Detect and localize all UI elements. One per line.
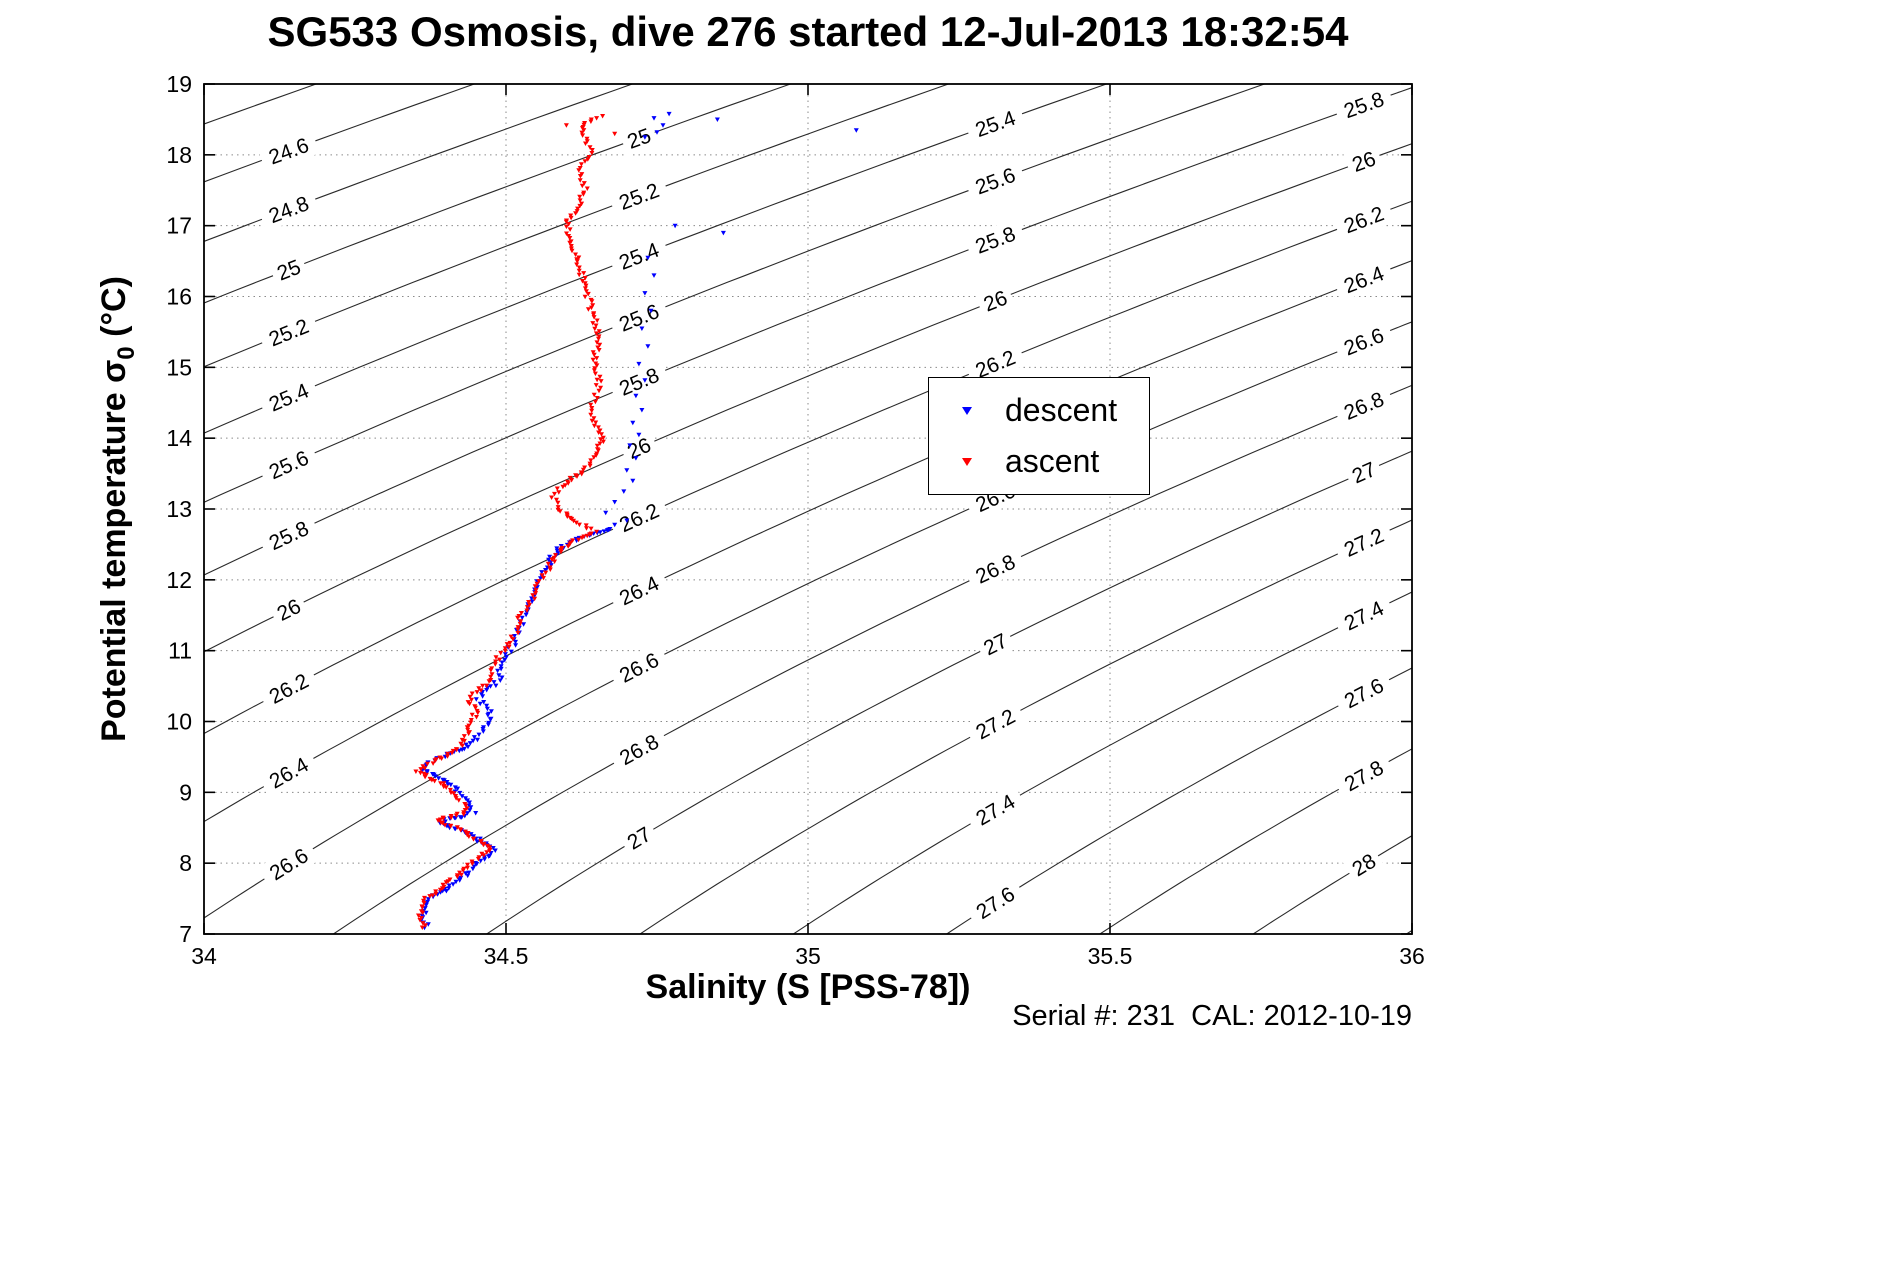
y-tick-label: 10	[166, 709, 192, 735]
y-tick-label: 17	[166, 213, 192, 239]
isopycnal-line	[332, 384, 1412, 934]
y-tick-label: 9	[179, 779, 192, 805]
x-tick-label: 36	[1399, 943, 1425, 969]
isopycnal-label: 25.2	[607, 173, 671, 219]
isopycnal-label: 27.6	[964, 876, 1027, 929]
y-tick-label: 18	[166, 142, 192, 168]
isopycnal-line	[204, 84, 951, 368]
isopycnal-label: 27.2	[963, 698, 1027, 749]
legend-item-ascent: ascent	[945, 443, 1149, 480]
isopycnal-contour-labels: 24.6 24.8 25 25 25.2 25.2 25.4 25.4 25.4 25.6 25.6…	[257, 82, 1396, 929]
isopycnal-label: 27	[617, 818, 660, 858]
legend-item-descent: descent	[945, 392, 1149, 429]
isopycnal-label: 25.8	[257, 511, 320, 559]
legend-label-ascent: ascent	[1005, 443, 1100, 479]
legend: descent ascent	[928, 377, 1150, 495]
isopycnal-label: 26.6	[1332, 318, 1396, 364]
y-tick-label: 15	[166, 354, 192, 380]
ascent-marker-icon	[945, 456, 989, 467]
isopycnal-label: 26.6	[257, 837, 320, 890]
grid-layer	[204, 84, 1412, 934]
svg-text:27.2: 27.2	[1341, 524, 1388, 562]
isopycnal-label: 26.8	[963, 544, 1027, 593]
isopycnal-label: 26.4	[1332, 256, 1395, 302]
isopycnal-label: 25.4	[257, 373, 320, 420]
isopycnal-label: 25.2	[257, 309, 320, 355]
isopycnal-line	[204, 84, 318, 125]
isopycnal-line	[639, 519, 1412, 934]
y-tick-label: 16	[166, 284, 192, 310]
isopycnal-label: 25.6	[607, 294, 671, 341]
isopycnal-label: 25.8	[963, 217, 1027, 262]
legend-label-descent: descent	[1005, 392, 1118, 428]
isopycnal-label: 26.4	[257, 747, 320, 798]
isopycnal-label: 26.2	[607, 493, 671, 541]
isopycnal-label: 25	[268, 251, 309, 288]
profile-points-layer	[413, 111, 859, 931]
isopycnal-line	[204, 321, 1412, 919]
y-tick-label: 13	[166, 496, 192, 522]
chart-title: SG533 Osmosis, dive 276 started 12-Jul-2…	[267, 8, 1349, 55]
isopycnal-label: 26.2	[1332, 197, 1395, 242]
svg-text:26.2: 26.2	[616, 499, 663, 537]
isopycnal-label: 24.6	[257, 128, 320, 173]
y-tick-label: 8	[179, 850, 192, 876]
isopycnal-label: 27.2	[1332, 518, 1396, 566]
svg-text:25.4: 25.4	[266, 379, 313, 416]
isopycnal-label: 26	[267, 590, 310, 629]
isopycnal-label: 27	[1343, 453, 1385, 491]
isopycnal-label: 26.8	[1332, 382, 1396, 429]
y-tick-label: 19	[166, 71, 192, 97]
isopycnal-label: 26.4	[607, 566, 671, 615]
y-axis-label-subscript: 0	[113, 346, 140, 360]
isopycnal-label: 27.4	[963, 783, 1027, 835]
isopycnal-label: 25.4	[963, 101, 1027, 146]
descent-marker-icon	[945, 405, 989, 416]
isopycnal-label: 26	[1343, 143, 1384, 180]
isopycnal-label: 27.6	[1332, 668, 1396, 718]
tick-labels: 34 34.5 35 35.5 36 7 8 9 10 11 12 13 14 15 16 17 18 19	[166, 71, 1424, 969]
x-axis-label: Salinity (S [PSS-78])	[645, 968, 971, 1006]
ascent-points	[413, 114, 618, 930]
isopycnal-line	[204, 84, 476, 183]
isopycnal-line	[792, 591, 1412, 934]
svg-text:25.6: 25.6	[266, 447, 313, 485]
y-tick-label: 12	[166, 567, 192, 593]
y-axis-label-units: (°C)	[95, 276, 133, 347]
isopycnal-label: 25.4	[607, 233, 671, 279]
isopycnal-line	[1098, 748, 1412, 934]
isopycnal-label: 25.6	[963, 158, 1027, 203]
y-tick-label: 11	[168, 638, 192, 664]
axes-frame-and-ticks	[203, 83, 1413, 935]
isopycnal-label: 24.8	[257, 186, 320, 232]
x-tick-label: 35.5	[1088, 943, 1133, 969]
y-tick-label: 7	[179, 921, 192, 947]
x-tick-label: 34	[191, 943, 217, 969]
x-tick-label: 34.5	[484, 943, 529, 969]
y-axis-label: Potential temperature σ0 (°C)	[95, 276, 141, 742]
y-axis-label-text: Potential temperature σ	[95, 359, 133, 742]
isopycnal-line	[204, 84, 634, 242]
isopycnal-label: 27.8	[1332, 750, 1395, 801]
isopycnal-label: 25.6	[257, 440, 320, 488]
isopycnal-label: 26	[974, 282, 1016, 319]
isopycnal-label: 25.8	[1332, 82, 1395, 127]
isopycnal-label: 25	[618, 120, 660, 156]
isopycnal-label: 26.6	[607, 642, 671, 692]
isopycnal-line	[204, 84, 793, 304]
x-tick-label: 35	[795, 943, 821, 969]
y-tick-label: 14	[166, 425, 192, 451]
isopycnal-label: 26.2	[257, 663, 320, 713]
isopycnal-label: 26.8	[607, 724, 671, 775]
isopycnal-label: 27.4	[1332, 591, 1396, 640]
isopycnal-line	[1252, 835, 1412, 934]
isopycnal-line	[1405, 929, 1412, 934]
calibration-note: Serial #: 231 CAL: 2012-10-19	[1012, 1000, 1412, 1032]
isopycnal-label: 27	[974, 624, 1017, 664]
isopycnal-label: 28	[1342, 844, 1385, 885]
